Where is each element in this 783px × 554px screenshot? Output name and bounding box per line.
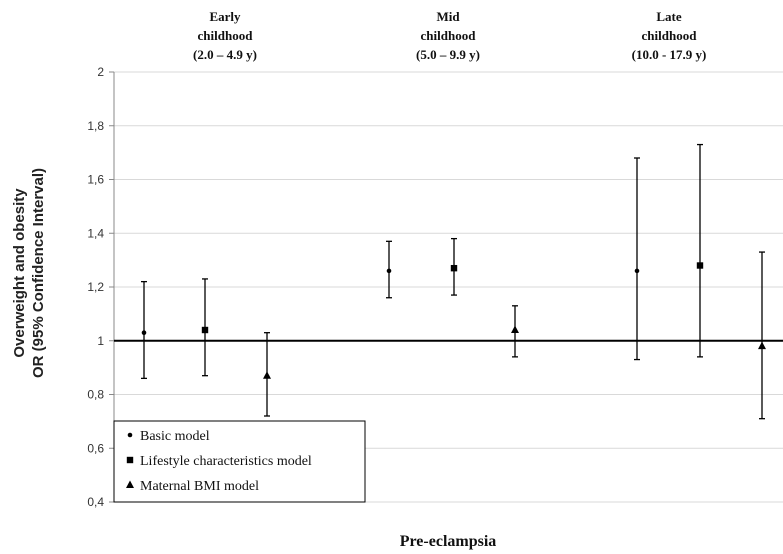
point-estimate — [511, 325, 519, 333]
point-estimate — [263, 371, 271, 379]
group-header-line: (2.0 – 4.9 y) — [193, 47, 257, 62]
y-tick-label: 2 — [97, 65, 104, 79]
point-estimate — [201, 326, 209, 334]
legend-label: Maternal BMI model — [140, 479, 259, 494]
data-marks — [141, 143, 766, 420]
legend-marker — [126, 480, 134, 488]
legend-label: Lifestyle characteristics model — [140, 454, 312, 469]
y-tick-label: 1,8 — [87, 119, 104, 133]
point-estimate — [696, 262, 704, 269]
group-header-line: Mid — [436, 9, 460, 24]
group-header-line: childhood — [421, 28, 477, 43]
y-tick-label: 0,6 — [87, 441, 104, 455]
point-estimate — [386, 268, 392, 274]
y-axis-ticks: 0,4 0,6 0,8 1 1,2 1,4 1,6 1,8 2 — [87, 65, 114, 509]
point-estimate — [634, 268, 640, 274]
y-axis-label-line: Overweight and obesity — [11, 188, 28, 358]
y-tick-label: 1,4 — [87, 226, 104, 240]
point-estimate — [141, 330, 147, 335]
y-tick-label: 1,2 — [87, 280, 104, 294]
group-headers: Early childhood (2.0 – 4.9 y) Mid childhood (… — [193, 9, 706, 62]
group-header-line: Early — [209, 9, 241, 24]
group-header-line: childhood — [642, 28, 698, 43]
legend-box — [113, 420, 366, 503]
y-tick-label: 1 — [97, 334, 104, 348]
point-estimate — [450, 264, 458, 272]
legend: Basic model Lifestyle characteristics mod… — [113, 420, 366, 503]
y-tick-label: 0,8 — [87, 388, 104, 402]
group-header-line: childhood — [198, 28, 254, 43]
y-tick-label: 0,4 — [87, 495, 104, 509]
y-axis-label-line: OR (95% Confidence Interval) — [30, 168, 47, 378]
y-axis-label: Overweight and obesity OR (95% Confidence… — [11, 168, 47, 378]
legend-label: Basic model — [140, 429, 210, 444]
y-tick-label: 1,6 — [87, 173, 104, 187]
group-header-line: (5.0 – 9.9 y) — [416, 47, 480, 62]
legend-marker — [126, 456, 134, 464]
group-header-line: Late — [656, 9, 682, 24]
legend-marker — [127, 432, 133, 438]
point-estimate — [758, 341, 766, 350]
x-axis-label: Pre-eclampsia — [400, 533, 497, 550]
group-header-line: (10.0 - 17.9 y) — [632, 47, 707, 62]
